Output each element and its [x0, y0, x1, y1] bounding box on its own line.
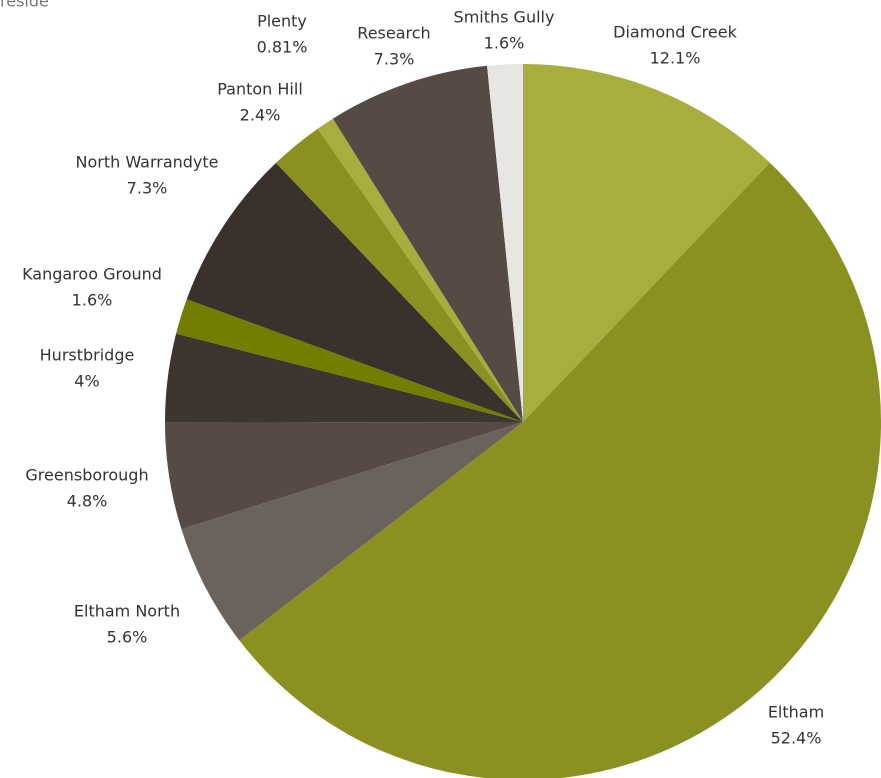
- chart-title: reside: [0, 0, 49, 11]
- slice-value-label: 1.6%: [484, 34, 525, 53]
- slice-value-label: 0.81%: [257, 38, 308, 57]
- pie-slice: [239, 162, 881, 778]
- pie-slice: [275, 128, 523, 422]
- slice-value-label: 4.8%: [67, 492, 108, 511]
- slice-label: North Warrandyte: [76, 153, 219, 172]
- slice-label: Panton Hill: [217, 80, 303, 99]
- slice-label: Research: [357, 24, 430, 43]
- slice-value-label: 1.6%: [72, 291, 113, 310]
- pie-slice: [176, 299, 523, 422]
- slice-label: Eltham North: [74, 602, 180, 621]
- slice-label: Diamond Creek: [613, 23, 737, 42]
- slice-label: Eltham: [768, 703, 824, 722]
- slice-value-label: 5.6%: [107, 628, 148, 647]
- slice-value-label: 4%: [74, 372, 99, 391]
- slice-value-label: 7.3%: [374, 50, 415, 69]
- pie-slice: [165, 333, 523, 423]
- pie-slice: [181, 422, 523, 641]
- slice-label: Hurstbridge: [40, 346, 135, 365]
- pie-slice: [165, 422, 524, 530]
- slice-label: Plenty: [257, 12, 307, 31]
- slice-value-label: 2.4%: [240, 106, 281, 125]
- slice-value-label: 7.3%: [127, 179, 168, 198]
- pie-slice: [487, 64, 523, 422]
- slice-label: Greensborough: [25, 466, 148, 485]
- slice-label: Kangaroo Ground: [22, 265, 162, 284]
- pie-slice: [332, 65, 523, 422]
- pie-slice: [317, 118, 523, 422]
- pie-slice: [186, 162, 523, 423]
- pie-slice: [523, 64, 770, 422]
- slice-value-label: 12.1%: [650, 49, 701, 68]
- slice-value-label: 52.4%: [771, 729, 822, 748]
- slice-label: Smiths Gully: [454, 8, 555, 27]
